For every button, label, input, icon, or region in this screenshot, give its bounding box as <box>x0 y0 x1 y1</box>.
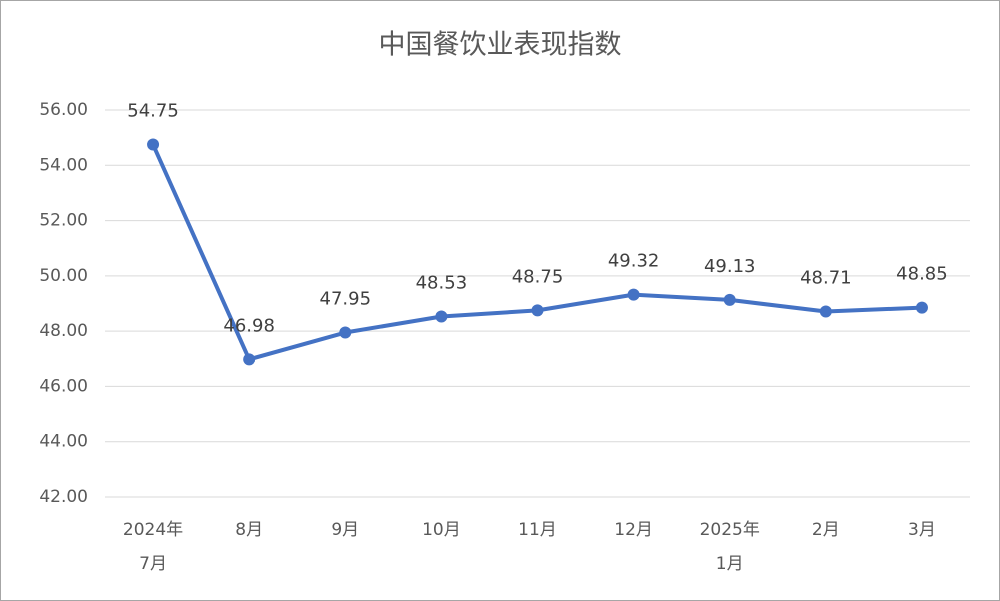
y-tick-label: 46.00 <box>39 376 88 396</box>
data-point <box>243 353 256 366</box>
data-point <box>723 293 736 306</box>
x-tick-label: 11月 <box>518 520 557 540</box>
x-tick-label: 12月 <box>614 520 653 540</box>
x-tick-label: 3月 <box>908 520 936 540</box>
data-point <box>531 304 544 317</box>
data-label: 54.75 <box>127 101 179 122</box>
y-tick-label: 54.00 <box>39 155 88 175</box>
data-label: 48.53 <box>416 272 468 293</box>
data-point <box>339 326 352 339</box>
x-tick-label: 2月 <box>812 520 840 540</box>
data-label: 49.32 <box>608 251 660 272</box>
x-tick-label: 9月 <box>331 520 359 540</box>
data-label: 48.75 <box>512 266 564 287</box>
data-point <box>435 310 448 323</box>
x-tick-label: 8月 <box>235 520 263 540</box>
data-label: 46.98 <box>223 315 275 336</box>
data-point <box>147 138 160 151</box>
data-label: 48.71 <box>800 268 852 289</box>
y-tick-label: 44.00 <box>39 432 88 452</box>
data-point <box>915 301 928 314</box>
x-tick-label: 10月 <box>422 520 461 540</box>
y-tick-label: 42.00 <box>39 487 88 507</box>
y-tick-label: 56.00 <box>39 100 88 120</box>
x-tick-label: 2024年 7月 <box>123 520 183 574</box>
y-tick-label: 52.00 <box>39 211 88 231</box>
data-label: 47.95 <box>320 289 372 310</box>
data-point <box>819 305 832 318</box>
y-tick-label: 48.00 <box>39 321 88 341</box>
x-tick-label: 2025年 1月 <box>700 520 760 574</box>
chart-title: 中国餐饮业表现指数 <box>379 30 622 61</box>
data-point <box>627 288 640 301</box>
data-label: 49.13 <box>704 256 756 277</box>
y-tick-label: 50.00 <box>39 266 88 286</box>
data-label: 48.85 <box>896 264 948 285</box>
